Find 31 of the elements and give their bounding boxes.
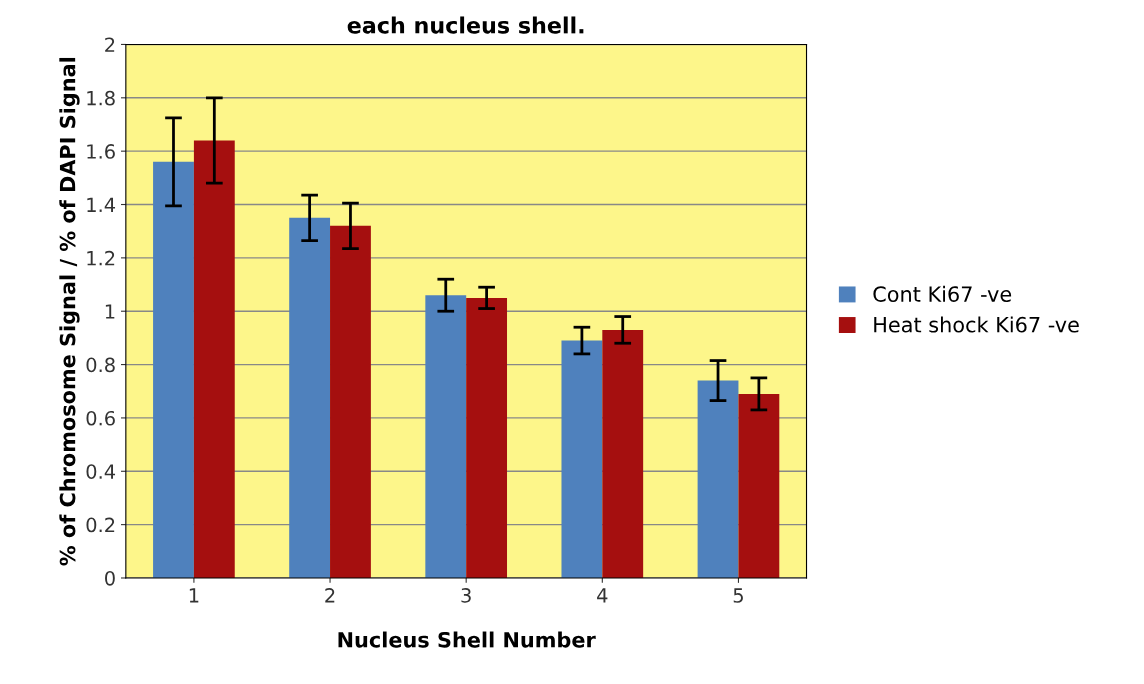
legend-label: Cont Ki67 -ve xyxy=(873,285,1012,302)
y-tick-label: 0 xyxy=(105,570,115,586)
bar xyxy=(466,297,508,578)
x-tick-label: 2 xyxy=(325,588,335,603)
y-tick-label: 1.4 xyxy=(87,197,116,212)
y-tick-label: 2 xyxy=(105,37,115,52)
bar xyxy=(425,295,467,578)
x-axis-title: Nucleus Shell Number xyxy=(338,631,596,648)
chart-title: each nucleus shell. xyxy=(347,16,584,34)
y-tick-label: 0.4 xyxy=(86,464,116,479)
y-tick-label: 1.8 xyxy=(87,90,115,106)
y-axis-title: % of Chromosome Signal / % of DAPI Signal xyxy=(59,57,80,566)
x-tick-label: 1 xyxy=(189,588,199,603)
x-tick-label: 3 xyxy=(461,588,471,603)
y-tick-label: 1.2 xyxy=(87,250,115,266)
y-tick-label: 0.2 xyxy=(86,517,115,533)
x-tick-label: 4 xyxy=(597,588,608,603)
y-tick-label: 1 xyxy=(105,304,115,319)
bar xyxy=(738,393,780,578)
bar xyxy=(602,329,644,578)
y-tick-label: 0.6 xyxy=(86,410,115,426)
bar xyxy=(289,217,331,578)
bar xyxy=(561,340,603,578)
bar xyxy=(697,380,739,578)
y-tick-label: 1.6 xyxy=(87,144,115,159)
bar xyxy=(330,225,371,578)
bar xyxy=(193,140,235,578)
y-tick-label: 0.8 xyxy=(86,357,115,373)
legend-label: Heat shock Ki67 -ve xyxy=(874,316,1079,333)
bar xyxy=(153,161,194,578)
x-tick-label: 5 xyxy=(733,588,743,603)
